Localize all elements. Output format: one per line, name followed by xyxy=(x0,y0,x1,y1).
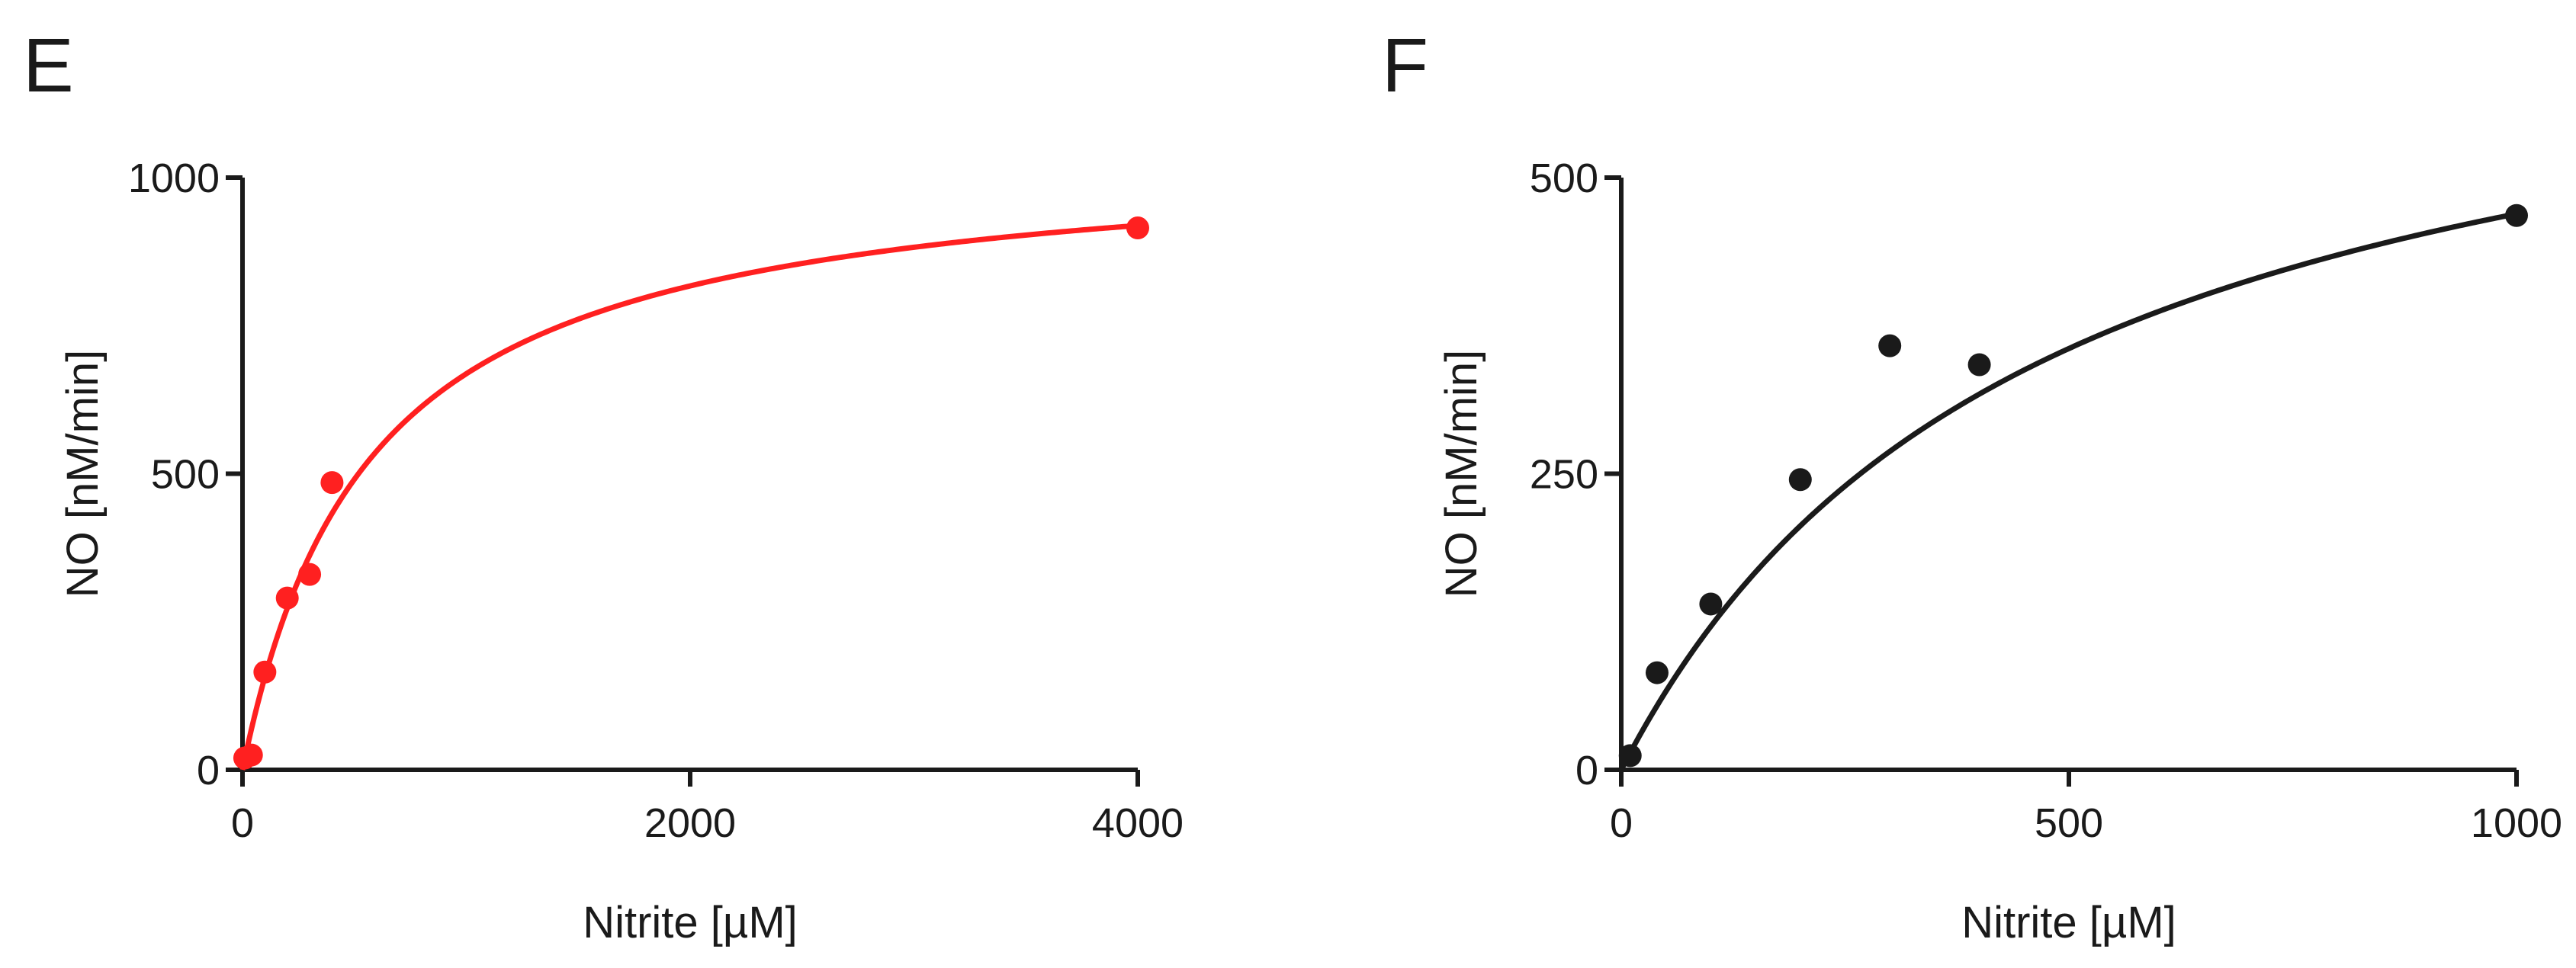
x-axis-label: Nitrite [µM] xyxy=(583,898,798,947)
x-axis-label: Nitrite [µM] xyxy=(1961,898,2176,947)
data-point xyxy=(1699,592,1723,616)
data-point xyxy=(1788,468,1812,492)
data-point xyxy=(239,743,263,767)
y-tick-label: 0 xyxy=(1575,748,1598,793)
fit-curve xyxy=(1618,211,2517,771)
y-axis-label: NO [nM/min] xyxy=(1437,350,1486,598)
data-point xyxy=(1878,334,1902,357)
y-tick-label: 500 xyxy=(1530,155,1598,201)
x-tick-label: 2000 xyxy=(644,800,736,846)
x-tick-label: 1000 xyxy=(2471,800,2562,846)
data-point xyxy=(1126,216,1149,240)
axes xyxy=(240,178,1138,772)
data-point xyxy=(275,586,299,610)
fit-curve-group xyxy=(239,223,1139,771)
axes xyxy=(1619,178,2517,772)
fit-curve xyxy=(239,223,1139,771)
data-point xyxy=(253,660,277,684)
data-point xyxy=(1645,661,1669,684)
x-tick-label: 0 xyxy=(231,800,254,846)
data-point xyxy=(1618,744,1642,768)
x-tick-label: 4000 xyxy=(1092,800,1184,846)
y-tick-label: 0 xyxy=(197,748,220,793)
data-point xyxy=(2505,204,2528,227)
panel-label: E xyxy=(23,23,74,108)
x-tick-label: 0 xyxy=(1610,800,1633,846)
y-tick-label: 250 xyxy=(1530,452,1598,498)
tick-group: 0 500 1000 0 250 500 xyxy=(1530,155,2562,846)
data-point xyxy=(320,471,344,495)
panel-label: F xyxy=(1382,23,1428,108)
data-points xyxy=(1618,204,2528,768)
fit-curve-group xyxy=(1618,211,2517,771)
data-points xyxy=(233,216,1149,770)
data-point xyxy=(298,563,322,586)
data-point xyxy=(1967,353,1991,377)
y-tick-label: 1000 xyxy=(128,155,220,201)
panel-f: F Nitrite [µM] NO [nM/min] 0 500 1000 0 250 5… xyxy=(1382,23,2562,947)
x-tick-label: 500 xyxy=(2035,800,2103,846)
panel-e: E Nitrite [µM] NO [nM/min] 0 2000 4000 0 500… xyxy=(23,23,1184,947)
y-axis-label: NO [nM/min] xyxy=(58,350,108,598)
tick-group: 0 2000 4000 0 500 1000 xyxy=(128,155,1184,846)
y-tick-label: 500 xyxy=(151,452,220,498)
